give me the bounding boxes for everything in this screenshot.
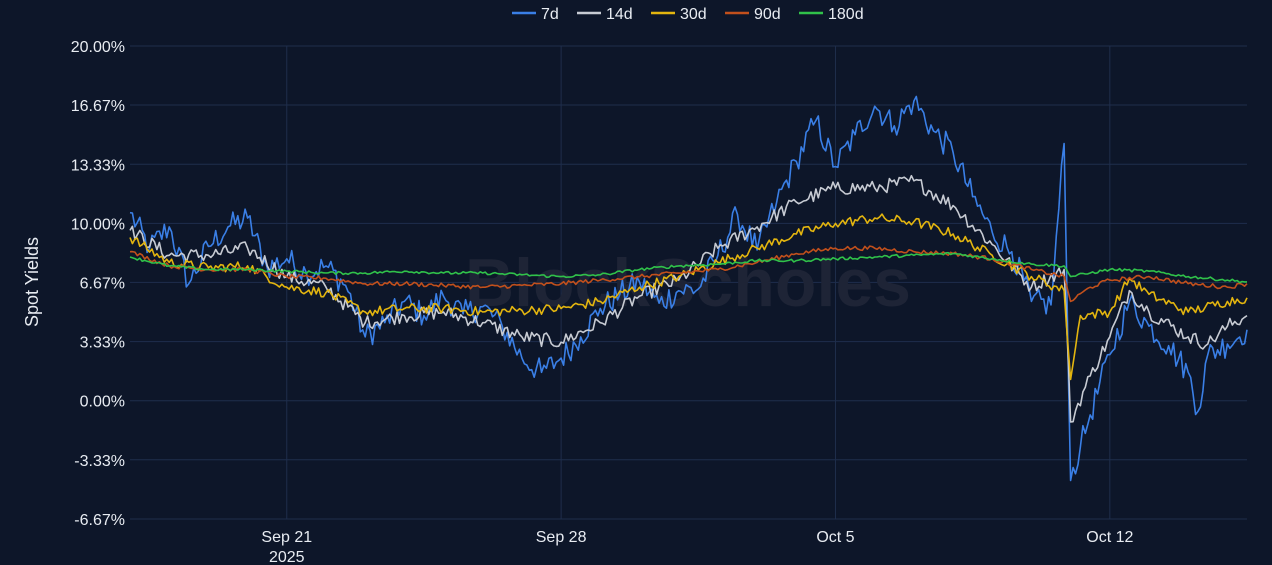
- x-tick-year-label: 2025: [269, 549, 305, 565]
- legend-item-7d[interactable]: 7d: [512, 6, 559, 23]
- y-tick-label: -3.33%: [74, 453, 125, 470]
- legend-item-90d[interactable]: 90d: [725, 6, 781, 23]
- y-tick-label: 20.00%: [71, 39, 125, 56]
- x-axis: Sep 21 2025 Sep 28 Oct 5 Oct 12: [261, 529, 1133, 565]
- series-line-7d: [129, 95, 1248, 482]
- grid-lines: [130, 45, 1247, 520]
- legend-item-180d[interactable]: 180d: [799, 6, 864, 23]
- y-tick-label: -6.67%: [74, 512, 125, 529]
- series-line-14d: [129, 174, 1248, 423]
- y-axis-title: Spot Yields: [22, 237, 42, 327]
- y-tick-label: 10.00%: [71, 216, 125, 233]
- y-tick-label: 0.00%: [80, 394, 125, 411]
- y-tick-label: 13.33%: [71, 157, 125, 174]
- x-tick-label: Sep 21: [261, 529, 312, 546]
- legend-item-14d[interactable]: 14d: [577, 6, 633, 23]
- watermark-logo: BlockScholes: [465, 245, 911, 321]
- legend-label: 30d: [680, 6, 707, 23]
- legend: 7d 14d 30d 90d 180d: [512, 6, 864, 23]
- legend-item-30d[interactable]: 30d: [651, 6, 707, 23]
- x-tick-label: Oct 5: [816, 529, 854, 546]
- series-lines: [129, 95, 1248, 482]
- legend-label: 14d: [606, 6, 633, 23]
- series-line-180d: [129, 251, 1247, 284]
- y-tick-label: 16.67%: [71, 98, 125, 115]
- legend-label: 90d: [754, 6, 781, 23]
- x-tick-label: Sep 28: [536, 529, 587, 546]
- y-tick-label: 3.33%: [80, 335, 125, 352]
- legend-label: 7d: [541, 6, 559, 23]
- y-axis: 20.00% 16.67% 13.33% 10.00% 6.67% 3.33% 0.00% -…: [71, 39, 125, 529]
- y-tick-label: 6.67%: [80, 275, 125, 292]
- series-line-90d: [129, 245, 1248, 303]
- x-tick-label: Oct 12: [1086, 529, 1133, 546]
- legend-label: 180d: [828, 6, 864, 23]
